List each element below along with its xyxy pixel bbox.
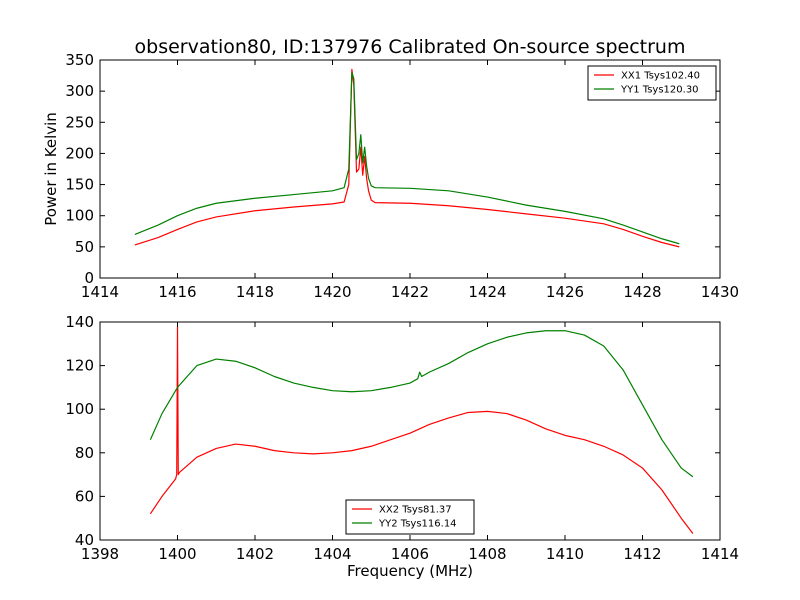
x-tick-label: 1420 — [313, 283, 351, 301]
x-tick-label: 1412 — [623, 545, 661, 563]
legend: XX1 Tsys102.40 YY1 Tsys120.30 — [587, 65, 717, 101]
x-tick-label: 1406 — [391, 545, 429, 563]
x-tick-label: 1398 — [81, 545, 119, 563]
y-tick-label: 100 — [65, 207, 94, 225]
x-axis-label: Frequency (MHz) — [347, 562, 473, 580]
legend-label-1: XX2 Tsys81.37 — [379, 505, 452, 516]
x-tick-label: 1410 — [546, 545, 584, 563]
x-tick-label: 1424 — [468, 283, 506, 301]
x-tick-label: 1400 — [158, 545, 196, 563]
y-tick-label: 350 — [65, 51, 94, 69]
y-tick-label: 300 — [65, 82, 94, 100]
series-line-2 — [134, 71, 680, 245]
x-tick-label: 1418 — [236, 283, 274, 301]
legend-box — [587, 65, 717, 101]
x-tick-label: 1414 — [81, 283, 119, 301]
series-line-2 — [149, 330, 694, 478]
y-tick-label: 250 — [65, 113, 94, 131]
series-line-1 — [149, 325, 694, 534]
figure-title: observation80, ID:137976 Calibrated On-s… — [135, 36, 686, 58]
y-axis-label: Power in Kelvin — [42, 112, 60, 226]
legend: XX2 Tsys81.37 YY2 Tsys116.14 — [345, 499, 475, 535]
legend-label-2: YY1 Tsys120.30 — [620, 85, 699, 96]
y-tick-label: 120 — [65, 357, 94, 375]
y-tick-label: 0 — [84, 269, 94, 287]
x-tick-label: 1402 — [236, 545, 274, 563]
y-tick-label: 100 — [65, 400, 94, 418]
x-tick-label: 1422 — [391, 283, 429, 301]
legend-box — [345, 499, 475, 535]
x-tick-label: 1414 — [701, 545, 739, 563]
top-plot: 1414 1416 1418 1420 1422 1424 1426 1428 1430 0 50 1… — [42, 51, 739, 301]
x-tick-label: 1416 — [158, 283, 196, 301]
x-tick-label: 1430 — [701, 283, 739, 301]
y-tick-label: 140 — [65, 313, 94, 331]
y-tick-label: 80 — [75, 444, 94, 462]
y-tick-label: 150 — [65, 176, 94, 194]
bottom-plot: 1398 1400 1402 1404 1406 1408 1410 1412 1414 40 60… — [65, 313, 739, 580]
y-tick-label: 60 — [75, 487, 94, 505]
legend-label-1: XX1 Tsys102.40 — [621, 71, 700, 82]
x-tick-label: 1408 — [468, 545, 506, 563]
y-tick-label: 50 — [75, 238, 94, 256]
x-tick-label: 1404 — [313, 545, 351, 563]
x-tick-label: 1428 — [623, 283, 661, 301]
legend-label-2: YY2 Tsys116.14 — [378, 519, 457, 530]
y-tick-label: 200 — [65, 144, 94, 162]
y-tick-label: 40 — [75, 531, 94, 549]
x-tick-label: 1426 — [546, 283, 584, 301]
series-line-1 — [134, 68, 680, 248]
